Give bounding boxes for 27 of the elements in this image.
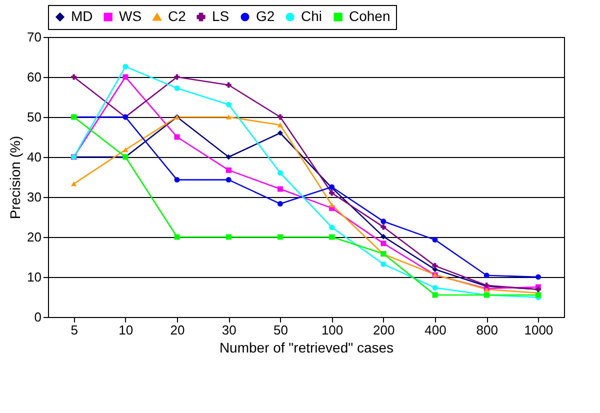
legend-label: LS (212, 8, 230, 24)
legend-label: G2 (256, 8, 275, 24)
y-tick-label: 70 (27, 30, 42, 44)
x-axis-title: Number of "retrieved" cases (219, 340, 394, 356)
x-tick-label: 50 (273, 322, 288, 338)
legend-label: Cohen (349, 8, 390, 24)
x-tick-label: 200 (373, 322, 395, 338)
x-tick-label: 400 (424, 322, 446, 338)
x-tick-label: 30 (222, 322, 236, 338)
x-tick-label: 800 (476, 322, 498, 338)
legend-label: WS (119, 8, 142, 24)
legend-label: Chi (301, 8, 322, 24)
legend-label: C2 (168, 8, 186, 24)
y-tick-label: 40 (27, 150, 42, 164)
legend-label: MD (71, 8, 93, 24)
x-tick-label: 5 (70, 322, 78, 338)
y-axis-title: Precision (%) (7, 136, 24, 220)
y-tick-label: 20 (27, 230, 42, 244)
y-tick-label: 10 (27, 270, 42, 284)
x-tick-label: 1000 (524, 322, 554, 338)
x-tick-label: 20 (170, 322, 185, 338)
y-tick-label: 0 (34, 310, 42, 324)
y-tick-label: 50 (27, 110, 42, 124)
y-tick-label: 30 (27, 190, 42, 204)
y-tick-label: 60 (27, 70, 42, 84)
x-tick-label: 10 (118, 322, 134, 338)
x-tick-label: 100 (321, 322, 344, 338)
